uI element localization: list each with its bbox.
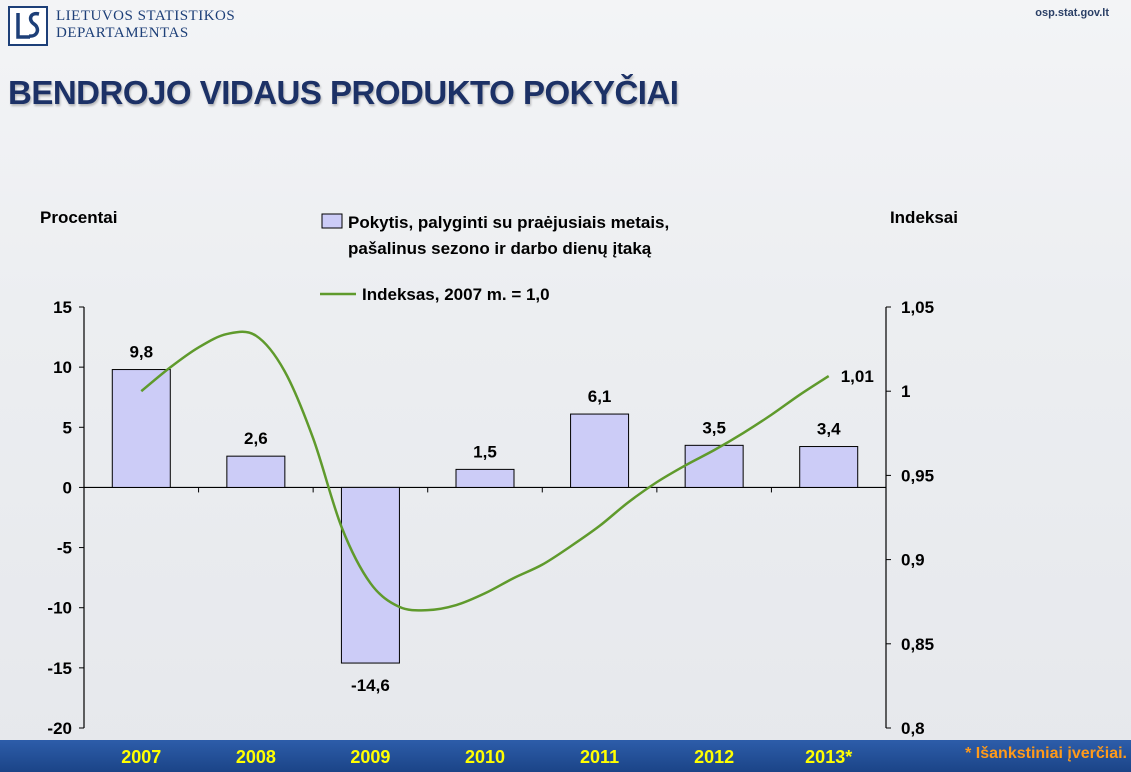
- bar-value-label: 3,5: [702, 418, 726, 437]
- bar-value-label: 9,8: [129, 343, 153, 362]
- x-tick-label: 2012: [694, 747, 734, 767]
- left-tick-label: -20: [47, 719, 72, 738]
- left-tick-label: 15: [53, 298, 72, 317]
- bottom-band: [0, 740, 1131, 772]
- org-name: LIETUVOS STATISTIKOS DEPARTAMENTAS: [56, 8, 235, 42]
- x-tick-label: 2011: [580, 747, 619, 767]
- left-tick-label: 0: [63, 478, 72, 497]
- org-name-line1: LIETUVOS STATISTIKOS: [56, 8, 236, 24]
- bar-value-label: 6,1: [588, 387, 612, 406]
- left-tick-label: -15: [47, 659, 72, 678]
- left-tick-label: -10: [47, 599, 72, 618]
- bar-value-label: -14,6: [351, 676, 390, 695]
- left-tick-label: -5: [57, 539, 72, 558]
- right-tick-label: 0,8: [901, 719, 925, 738]
- x-tick-label: 2013*: [805, 747, 852, 767]
- right-tick-label: 1,05: [901, 298, 934, 317]
- x-tick-label: 2009: [350, 747, 390, 767]
- site-url[interactable]: osp.stat.gov.lt: [1035, 7, 1109, 19]
- bar-value-label: 1,5: [473, 442, 497, 461]
- bar-value-label: 3,4: [817, 420, 841, 439]
- bar-2009: [340, 486, 400, 664]
- x-tick-label: 2010: [465, 747, 505, 767]
- index-line: [140, 330, 830, 612]
- x-tick-label: 2007: [121, 747, 161, 767]
- right-tick-label: 1: [901, 382, 910, 401]
- lsd-logo: [8, 6, 48, 46]
- x-tick-label: 2008: [236, 747, 276, 767]
- page-title: BENDROJO VIDAUS PRODUKTO POKYČIAI: [8, 74, 679, 111]
- index-end-label: 1,01: [841, 367, 874, 386]
- legend-bar-label-line1: Pokytis, palyginti su praėjusiais metais…: [348, 213, 669, 232]
- left-tick-label: 10: [53, 358, 72, 377]
- bar-2012: [684, 444, 744, 488]
- right-tick-label: 0,95: [901, 466, 934, 485]
- legend-line-label: Indeksas, 2007 m. = 1,0: [362, 285, 550, 304]
- left-tick-label: 5: [63, 418, 72, 437]
- bar-2008: [226, 455, 286, 488]
- legend-bar-swatch: [321, 213, 343, 229]
- org-name-line2: DEPARTAMENTAS: [56, 25, 189, 41]
- right-tick-label: 0,85: [901, 635, 934, 654]
- left-axis-title: Procentai: [40, 208, 117, 227]
- bar-2007: [111, 369, 171, 488]
- bar-2013*: [799, 446, 859, 488]
- bar-value-label: 2,6: [244, 429, 268, 448]
- bar-2010: [455, 468, 515, 488]
- legend-bar-label-line2: pašalinus sezono ir darbo dienų įtaką: [348, 239, 652, 258]
- right-tick-label: 0,9: [901, 551, 925, 570]
- footnote: * Išankstiniai įverčiai.: [965, 745, 1127, 762]
- right-axis-title: Indeksai: [890, 208, 958, 227]
- bar-2011: [570, 413, 630, 488]
